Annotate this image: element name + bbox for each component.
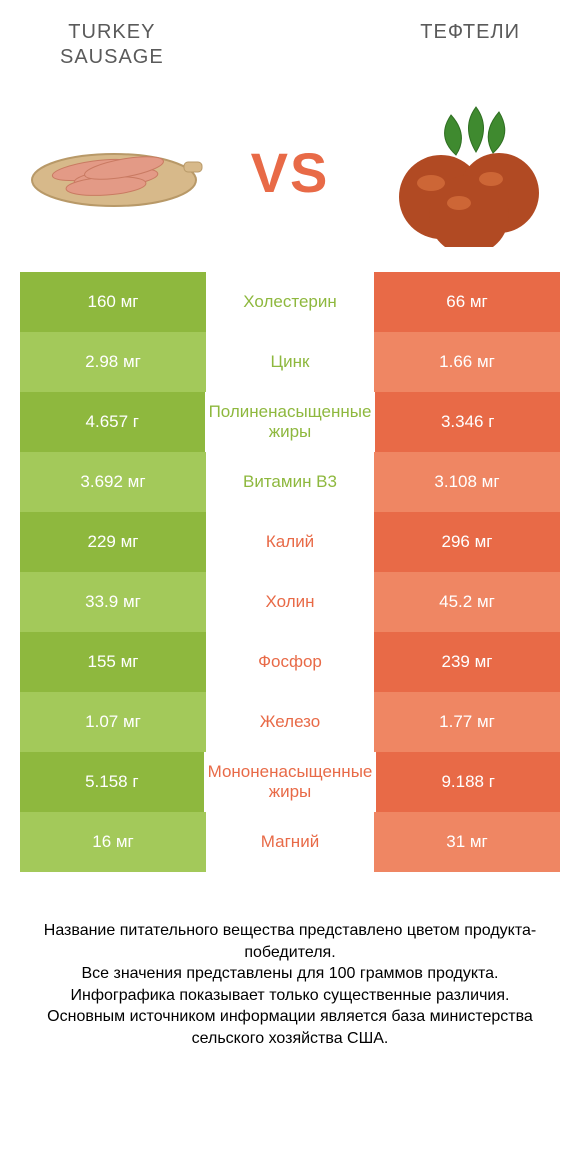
- nutrient-label: Холин: [206, 572, 374, 632]
- right-value: 1.77 мг: [374, 692, 560, 752]
- table-row: 1.07 мгЖелезо1.77 мг: [20, 692, 560, 752]
- right-value: 1.66 мг: [374, 332, 560, 392]
- right-value: 3.346 г: [375, 392, 560, 452]
- right-food-image: [376, 102, 556, 242]
- right-value: 45.2 мг: [374, 572, 560, 632]
- left-value: 155 мг: [20, 632, 206, 692]
- right-value: 296 мг: [374, 512, 560, 572]
- left-food-title: TURKEY SAUSAGE: [60, 20, 164, 70]
- footer-line: Все значения представлены для 100 граммо…: [30, 963, 550, 985]
- sausage-icon: [24, 122, 204, 222]
- table-row: 3.692 мгВитамин B33.108 мг: [20, 452, 560, 512]
- table-row: 2.98 мгЦинк1.66 мг: [20, 332, 560, 392]
- left-value: 16 мг: [20, 812, 206, 872]
- footer-line: Инфографика показывает только существенн…: [30, 985, 550, 1007]
- table-row: 33.9 мгХолин45.2 мг: [20, 572, 560, 632]
- nutrient-label: Фосфор: [206, 632, 374, 692]
- left-value: 160 мг: [20, 272, 206, 332]
- nutrient-label: Цинк: [206, 332, 374, 392]
- left-food-image: [24, 102, 204, 242]
- right-value: 66 мг: [374, 272, 560, 332]
- footer-line: Название питательного вещества представл…: [30, 920, 550, 963]
- right-value: 31 мг: [374, 812, 560, 872]
- nutrient-label: Полиненасыщенные жиры: [205, 392, 376, 452]
- left-value: 3.692 мг: [20, 452, 206, 512]
- nutrient-label: Калий: [206, 512, 374, 572]
- table-row: 155 мгФосфор239 мг: [20, 632, 560, 692]
- nutrient-label: Мононенасыщенные жиры: [204, 752, 377, 812]
- right-value: 239 мг: [374, 632, 560, 692]
- header: TURKEY SAUSAGE ТЕФТЕЛИ: [0, 0, 580, 80]
- vs-label: VS: [251, 140, 330, 205]
- left-value: 4.657 г: [20, 392, 205, 452]
- right-food-title: ТЕФТЕЛИ: [420, 20, 520, 70]
- table-row: 4.657 гПолиненасыщенные жиры3.346 г: [20, 392, 560, 452]
- images-row: VS: [0, 80, 580, 272]
- comparison-table: 160 мгХолестерин66 мг2.98 мгЦинк1.66 мг4…: [0, 272, 580, 872]
- nutrient-label: Холестерин: [206, 272, 374, 332]
- right-value: 3.108 мг: [374, 452, 560, 512]
- nutrient-label: Железо: [206, 692, 374, 752]
- left-value: 33.9 мг: [20, 572, 206, 632]
- table-row: 16 мгМагний31 мг: [20, 812, 560, 872]
- footer-line: Основным источником информации является …: [30, 1006, 550, 1049]
- table-row: 5.158 гМононенасыщенные жиры9.188 г: [20, 752, 560, 812]
- nutrient-label: Витамин B3: [206, 452, 374, 512]
- left-value: 2.98 мг: [20, 332, 206, 392]
- nutrient-label: Магний: [206, 812, 374, 872]
- left-value: 1.07 мг: [20, 692, 206, 752]
- right-value: 9.188 г: [376, 752, 560, 812]
- table-row: 229 мгКалий296 мг: [20, 512, 560, 572]
- left-value: 5.158 г: [20, 752, 204, 812]
- table-row: 160 мгХолестерин66 мг: [20, 272, 560, 332]
- footer: Название питательного вещества представл…: [0, 872, 580, 1050]
- left-value: 229 мг: [20, 512, 206, 572]
- meatball-icon: [381, 97, 551, 247]
